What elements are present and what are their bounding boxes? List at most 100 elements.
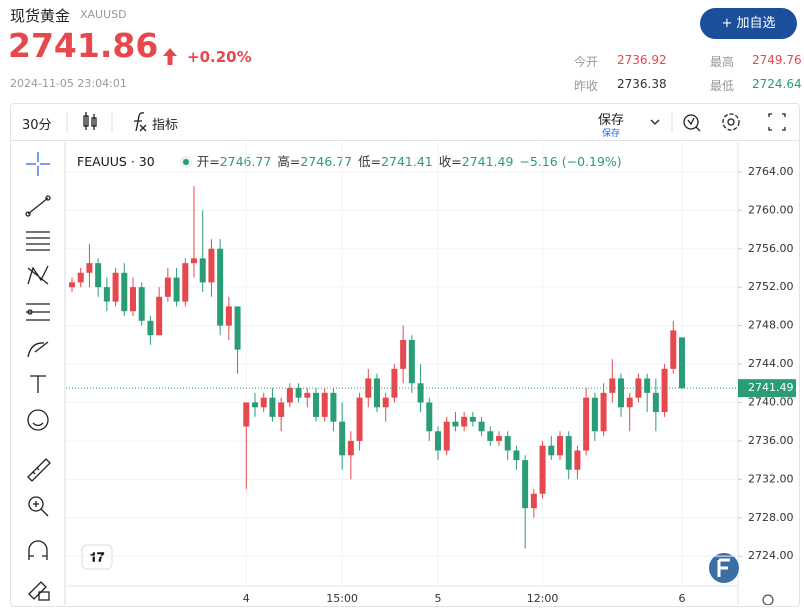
candle-body [522,460,529,509]
candle-body [182,263,189,302]
candle-body [478,421,485,432]
visibility-dot [183,159,189,165]
candle-body [69,282,75,288]
candle-body [530,493,537,509]
candle-body [156,296,163,336]
legend-symbol: FEAUUS · 30 [77,154,155,169]
add-watchlist-button[interactable]: + 加自选 [700,8,797,39]
y-tick-label: 2756.00 [748,242,794,255]
y-tick-label: 2736.00 [748,434,794,447]
candle-body [365,378,372,398]
stat-label: 昨收 [574,79,599,93]
candle-body [260,397,267,408]
legend-value: 2746.77 [220,154,272,169]
chart-frame [10,103,800,607]
candle-body [278,402,285,417]
candle-body [138,287,145,321]
candle-body [225,306,232,326]
candle-body [347,440,354,456]
legend-value: 2746.77 [300,154,352,169]
candle-body [164,277,171,297]
symbol: XAUUSD [80,8,127,21]
x-tick-label: 15:00 [326,592,358,605]
candle-body [435,431,441,451]
legend-value: 2741.49 [462,154,514,169]
candle-body [618,378,624,408]
candle-body [304,392,311,398]
candle-body [443,421,450,451]
candle-body [95,263,102,288]
candle-body [147,320,154,336]
x-tick-label: 6 [679,592,686,605]
candle-body [452,421,459,427]
chart: 𝟏𝟕 FEAUUS · 30 开=2746.77 高=2746.77 低=2741.4… [66,142,796,605]
candle-body [661,368,668,413]
stat-value: 2724.64 [752,77,802,91]
candle-body [426,402,433,432]
candle-body [469,416,476,422]
candle-body [496,436,502,441]
candle-body [86,263,93,273]
candle-body [548,445,555,456]
up-arrow [163,48,177,65]
f-logo-glyph [717,558,730,577]
candle-body [557,436,563,456]
legend-label: 高= [277,154,300,169]
save-status: 保存 [602,129,621,139]
candle-body [391,368,398,398]
candle-body [670,330,677,369]
candle-body [339,421,346,456]
candle-body [591,397,598,432]
candle-body [644,378,651,393]
candle-body [539,445,546,494]
y-tick-label: 2764.00 [748,165,794,178]
y-tick-label: 2744.00 [748,357,794,370]
candle-body [600,392,607,432]
candle-body [382,397,389,408]
candle-body [295,388,302,398]
candle-body [679,337,685,389]
candle-body [461,416,468,427]
legend-change: −5.16 (−0.19%) [519,154,621,169]
candle-body [574,450,581,470]
title: 现货黄金 [10,7,71,25]
candle-body [635,378,642,398]
candle-body [121,272,128,312]
candle-body [374,378,380,408]
candle-body [652,392,659,413]
settings-icon[interactable] [762,594,774,605]
x-tick-label: 5 [435,592,442,605]
candle-body [583,397,590,451]
candle-body [112,272,119,302]
stat-value: 2736.92 [617,53,667,67]
save-button[interactable]: 保存 [598,113,625,128]
price: 2741.86 [8,26,159,65]
y-tick-label: 2724.00 [748,549,794,562]
stat-value: 2736.38 [617,77,667,91]
candle-body [609,378,616,393]
candle-body [513,450,520,461]
candle-body [565,436,572,470]
candle-body [243,402,250,427]
x-tick-label: 12:00 [527,592,559,605]
candle-body [417,383,424,403]
stat-value: 2749.76 [752,53,802,67]
indicators-button[interactable]: 指标 [152,118,179,133]
legend-label: 开= [197,154,220,169]
candle-body [269,397,276,417]
candle-body [313,392,319,417]
legend: FEAUUS · 30 开=2746.77 高=2746.77 低=2741.41 收=… [77,154,622,169]
candle-body [208,248,215,283]
interval-button[interactable]: 30分 [22,118,52,133]
candle-body [408,340,415,384]
y-tick-label: 2748.00 [748,319,794,332]
stat-label: 今开 [574,55,599,69]
legend-label: 低= [358,154,381,169]
y-tick-label: 2728.00 [748,511,794,524]
candle-body [77,272,84,283]
stat-label: 最低 [710,79,735,93]
last-price-tag [738,379,796,398]
y-tick-label: 2732.00 [748,472,794,485]
drawing-toolbar [25,142,66,605]
